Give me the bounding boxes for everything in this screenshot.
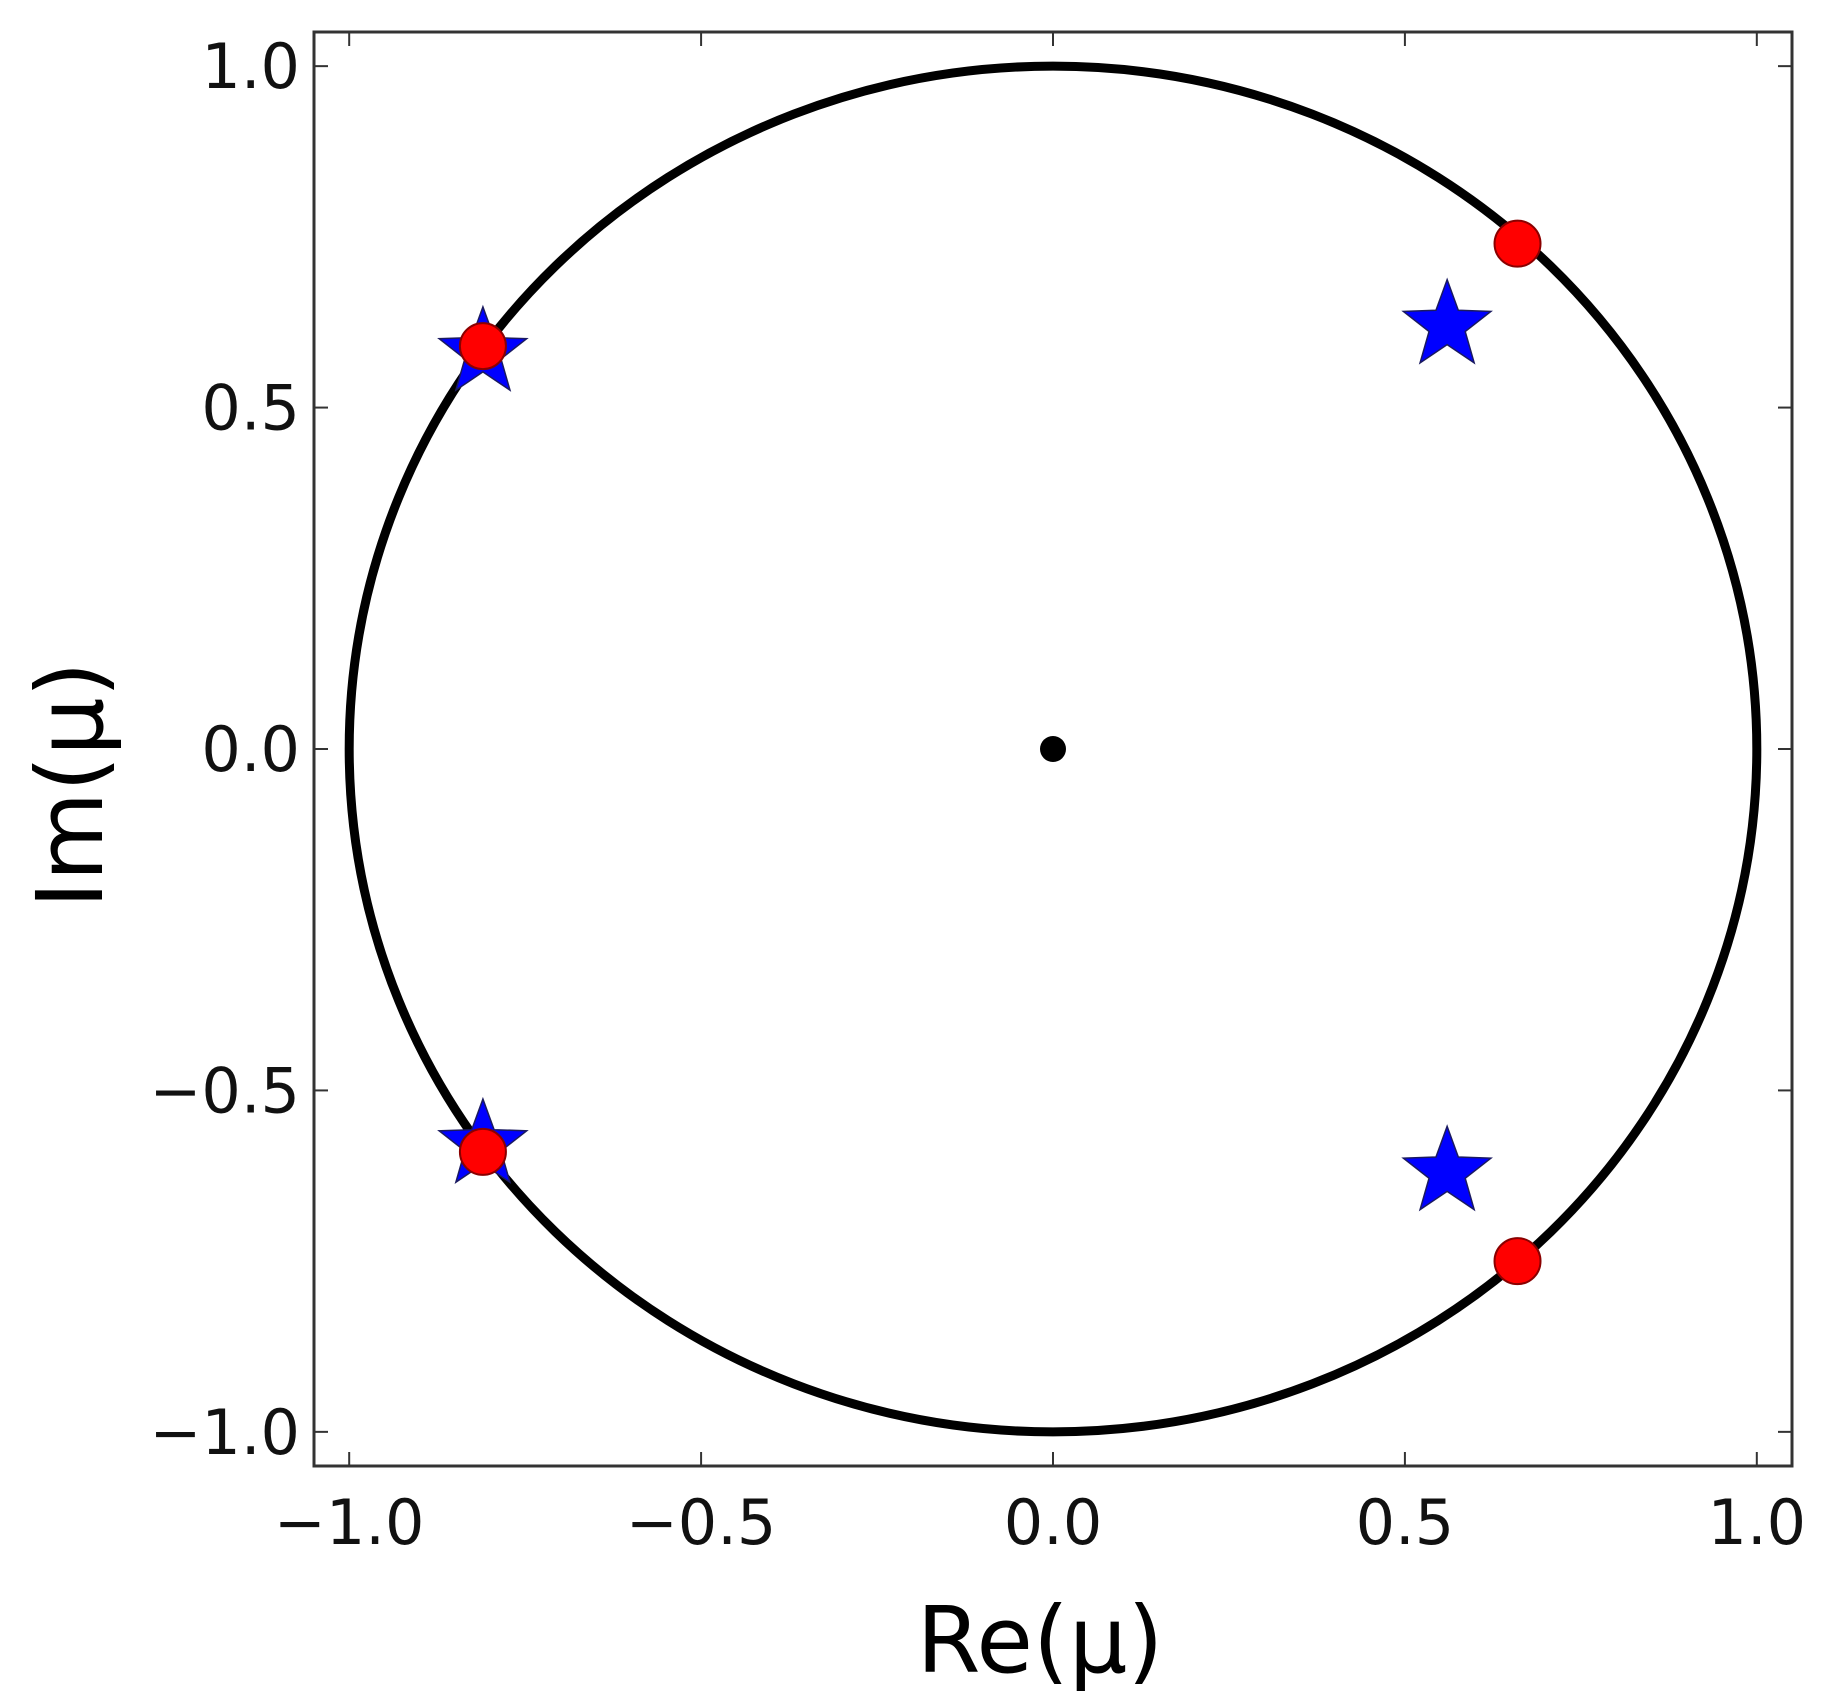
circle-marker-2 xyxy=(458,1127,507,1176)
y-tick-label: 1.0 xyxy=(201,30,300,103)
circle-marker-1 xyxy=(458,322,507,371)
y-tick-label: 0.5 xyxy=(201,372,300,445)
star-marker-3 xyxy=(1401,277,1493,365)
data-marks xyxy=(437,219,1542,1286)
y-tick-label: −0.5 xyxy=(149,1054,300,1127)
x-tick-label: −0.5 xyxy=(626,1486,777,1559)
axes: −1.0 −0.5 0.0 0.5 1.0 −1.0 −0.5 0.0 0.5 1.0 xyxy=(149,30,1806,1559)
y-tick-label: 0.0 xyxy=(201,713,300,786)
circle-marker-4 xyxy=(1493,1237,1542,1286)
y-tick-label: −1.0 xyxy=(149,1396,300,1469)
x-tick-label: 0.5 xyxy=(1356,1486,1455,1559)
circle-marker-3 xyxy=(1493,219,1542,268)
origin-dot xyxy=(1040,736,1066,762)
x-tick-label: 0.0 xyxy=(1004,1486,1103,1559)
x-tick-label: −1.0 xyxy=(274,1486,425,1559)
star-marker-4 xyxy=(1401,1124,1493,1212)
x-axis-label: Re(μ) xyxy=(917,1587,1164,1694)
x-tick-label: 1.0 xyxy=(1708,1486,1807,1559)
y-axis-label: Im(μ) xyxy=(17,661,124,908)
unit-circle xyxy=(344,61,1762,1437)
